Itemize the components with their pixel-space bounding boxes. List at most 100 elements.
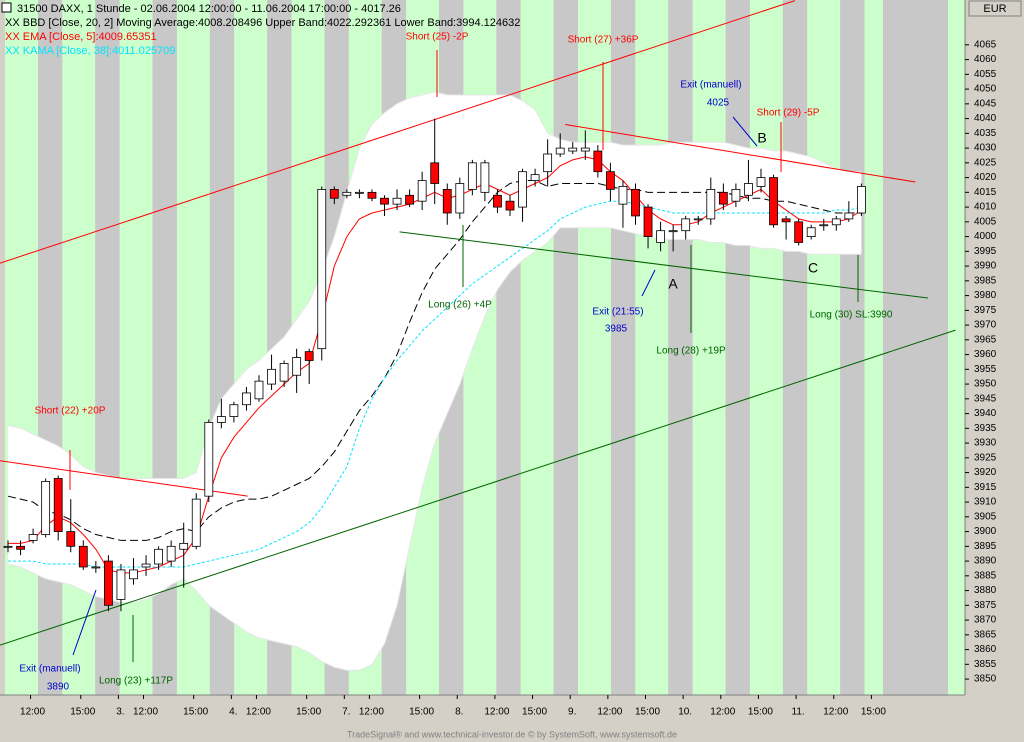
icon bbox=[1, 2, 12, 13]
y-tick-label: 3975 bbox=[974, 305, 997, 316]
x-tick-label: 12:00 bbox=[20, 707, 45, 718]
y-tick-label: 3875 bbox=[974, 600, 997, 611]
x-tick-label: 15:00 bbox=[183, 707, 208, 718]
candle-body bbox=[216, 416, 226, 423]
candle-body bbox=[417, 180, 427, 202]
annotation: Short (27) +36P bbox=[568, 35, 639, 46]
candle-body bbox=[668, 230, 678, 233]
candle-body bbox=[455, 183, 465, 214]
y-tick-label: 3955 bbox=[974, 364, 997, 375]
candle-body bbox=[656, 230, 665, 243]
candle-body bbox=[467, 162, 477, 190]
y-tick-label: 4055 bbox=[974, 69, 997, 80]
candle-body bbox=[304, 351, 314, 361]
candle-body bbox=[831, 218, 841, 226]
trendline bbox=[399, 231, 928, 299]
x-tick-label: 15:00 bbox=[748, 707, 773, 718]
y-tick-label: 3960 bbox=[974, 349, 997, 360]
x-tick-label: 4. bbox=[229, 707, 237, 718]
candle-body bbox=[204, 422, 214, 497]
y-tick-label: 3890 bbox=[974, 556, 997, 567]
y-tick-label: 3935 bbox=[974, 423, 997, 434]
stripe bbox=[578, 0, 611, 695]
connector bbox=[641, 269, 656, 297]
stripe bbox=[668, 0, 693, 695]
annotation: Long (28) +19P bbox=[656, 346, 726, 357]
candle-body bbox=[342, 191, 352, 196]
candle-body bbox=[53, 478, 63, 532]
annotation: Short (29) -5P bbox=[757, 108, 820, 119]
candle-body bbox=[78, 545, 88, 568]
y-tick-label: 3900 bbox=[974, 526, 997, 537]
y-tick-label: 3985 bbox=[974, 275, 997, 286]
candle-body bbox=[731, 188, 741, 202]
y-tick-label: 4045 bbox=[974, 98, 997, 109]
x-tick-label: 11. bbox=[792, 707, 805, 718]
x-tick-label: 12:00 bbox=[133, 707, 158, 718]
x-tick-label: 8. bbox=[455, 707, 463, 718]
y-tick-label: 3855 bbox=[974, 659, 997, 670]
y-tick-label: 3910 bbox=[974, 497, 997, 508]
candle-body bbox=[806, 227, 816, 237]
candle-body bbox=[254, 380, 264, 400]
currency-box bbox=[968, 0, 1022, 17]
candle-body bbox=[129, 569, 138, 580]
candle-body bbox=[3, 545, 13, 548]
candle-body bbox=[166, 545, 176, 562]
candle-body bbox=[844, 212, 854, 220]
candle-body bbox=[16, 545, 25, 550]
y-tick-label: 3915 bbox=[974, 482, 997, 493]
y-tick-label: 3940 bbox=[974, 408, 997, 419]
y-tick-label: 3905 bbox=[974, 511, 997, 522]
footer: TradeSignal® and www.technical-investor.… bbox=[347, 729, 677, 739]
y-tick-label: 4015 bbox=[974, 187, 997, 198]
y-tick-label: 4030 bbox=[974, 143, 997, 154]
candle-body bbox=[693, 218, 703, 221]
candle-body bbox=[505, 200, 515, 211]
legend-entry: XX EMA [Close, 5]:4009.65351 bbox=[5, 31, 157, 43]
y-tick-label: 4065 bbox=[974, 39, 997, 50]
annotation: Short (25) -2P bbox=[406, 32, 469, 43]
candle-body bbox=[568, 147, 578, 152]
candle-body bbox=[279, 363, 289, 382]
band-area bbox=[8, 92, 862, 671]
candle-body bbox=[706, 188, 716, 220]
y-tick-label: 4000 bbox=[974, 231, 997, 242]
candle-body bbox=[580, 147, 590, 152]
y-tick-label: 4035 bbox=[974, 128, 997, 139]
candle-body bbox=[493, 194, 502, 208]
y-tick-label: 4025 bbox=[974, 157, 997, 168]
stripe bbox=[782, 0, 808, 695]
x-tick-label: 12:00 bbox=[823, 707, 848, 718]
annotation-connectors bbox=[69, 50, 859, 662]
candle-body bbox=[329, 188, 339, 199]
y-tick-label: 3895 bbox=[974, 541, 997, 552]
time-axis bbox=[0, 695, 965, 727]
candle-body bbox=[480, 162, 490, 193]
candle-body bbox=[606, 171, 615, 190]
candle-body bbox=[141, 563, 151, 568]
x-tick-label: 12:00 bbox=[597, 707, 622, 718]
y-tick-label: 3995 bbox=[974, 246, 997, 257]
annotations: Short (22) +20P Short (25) -2P Short (27) … bbox=[19, 32, 892, 693]
annotation: Short (22) +20P bbox=[35, 406, 106, 417]
stripe bbox=[611, 0, 636, 695]
candle-body bbox=[229, 404, 239, 417]
x-tick-label: 10. bbox=[678, 707, 692, 718]
x-tick-label: 12:00 bbox=[246, 707, 271, 718]
x-tick-label: 3. bbox=[116, 707, 124, 718]
plot bbox=[0, 0, 956, 671]
annotation: 3985 bbox=[605, 324, 628, 335]
candle-body bbox=[317, 188, 327, 350]
candle-body bbox=[530, 174, 540, 181]
candle-body bbox=[116, 569, 126, 600]
stripe bbox=[553, 0, 578, 695]
y-tick-label: 3885 bbox=[974, 570, 997, 581]
y-tick-label: 3850 bbox=[974, 674, 997, 685]
candle-body bbox=[91, 566, 101, 569]
candle-body bbox=[744, 183, 753, 196]
y-tick-label: 3925 bbox=[974, 452, 997, 463]
y-tick-label: 4005 bbox=[974, 216, 997, 227]
y-tick-label: 3950 bbox=[974, 379, 997, 390]
